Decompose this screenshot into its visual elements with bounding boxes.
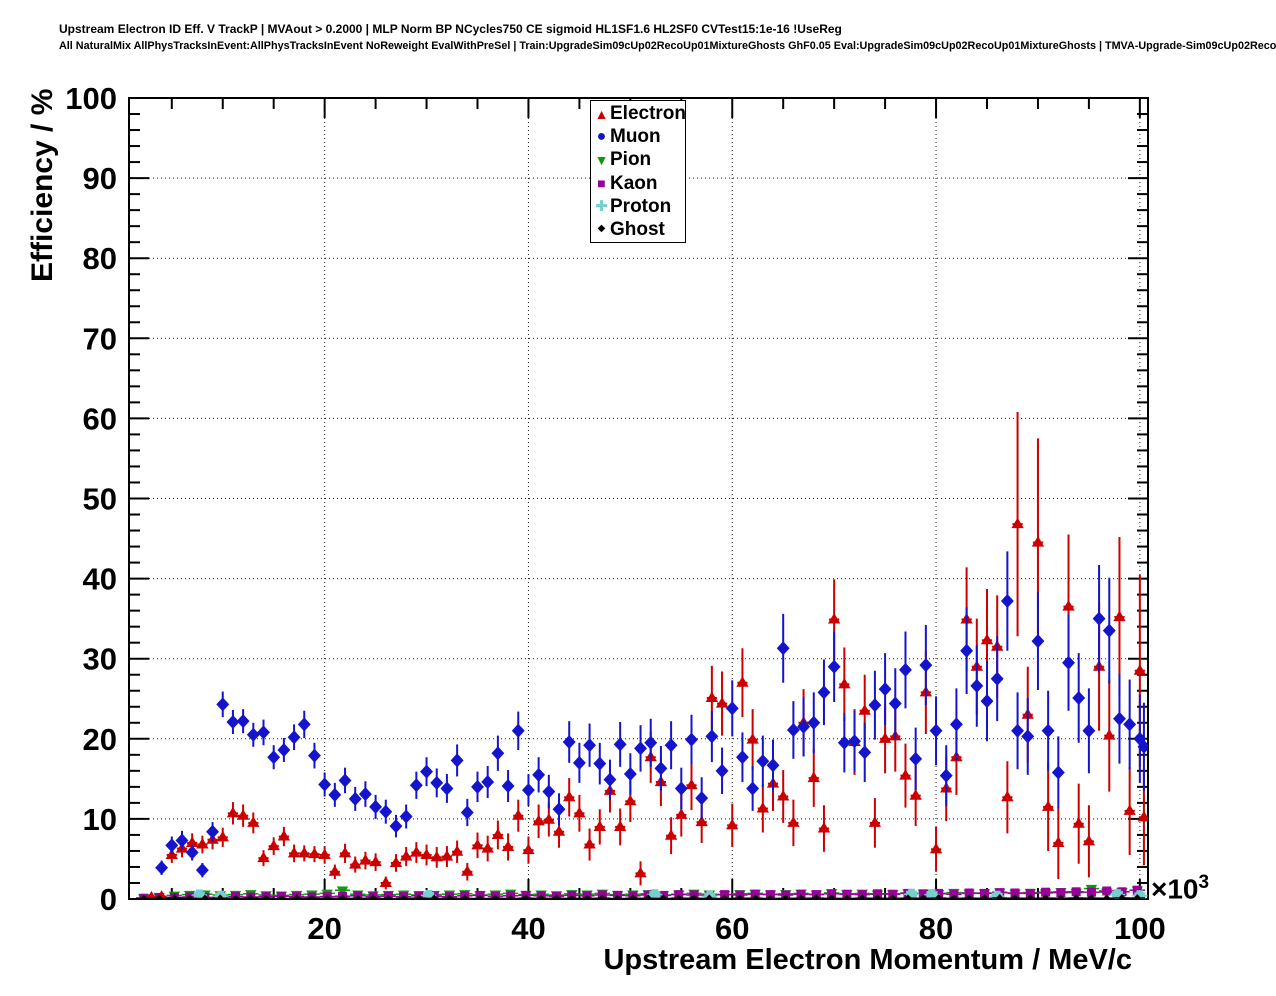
- plot-title-line2: All NaturalMix AllPhysTracksInEvent:AllP…: [59, 40, 1276, 52]
- legend-entry-proton: ✚ Proton: [594, 195, 685, 217]
- legend-entry-muon: ● Muon: [594, 126, 685, 148]
- legend-label: Pion: [610, 149, 652, 171]
- ghost-marker-icon: ◆: [597, 223, 606, 235]
- y-tick-label: 80: [83, 241, 117, 276]
- legend-label: Muon: [610, 126, 661, 148]
- y-tick-label: 40: [83, 562, 117, 597]
- legend-entry-electron: ▲ Electron: [594, 103, 687, 125]
- series-ghost: [136, 893, 1145, 899]
- legend-label: Ghost: [610, 218, 665, 240]
- legend-entry-pion: ▼ Pion: [594, 149, 685, 171]
- x-tick-label: 40: [511, 911, 545, 946]
- y-tick-label: 60: [83, 401, 117, 436]
- pion-marker-icon: ▼: [594, 151, 609, 168]
- y-tick-label: 50: [83, 482, 117, 517]
- legend-label: Proton: [610, 195, 672, 217]
- x-tick-label: 100: [1114, 911, 1166, 946]
- y-tick-label: 30: [83, 642, 117, 677]
- y-tick-label: 90: [83, 161, 117, 196]
- y-axis-title: Efficiency / %: [26, 88, 59, 282]
- legend-entry-ghost: ◆ Ghost: [594, 218, 685, 240]
- legend-box: ▲ Electron ● Muon ▼ Pion ■ Kaon ✚ Proton…: [590, 100, 686, 243]
- x-tick-label: 80: [919, 911, 953, 946]
- x-tick-label: 60: [715, 911, 749, 946]
- x-tick-label: 20: [307, 911, 341, 946]
- x-axis-exponent: ×103: [1151, 872, 1210, 905]
- y-tick-label: 20: [83, 722, 117, 757]
- series-muon: [155, 551, 1148, 878]
- plot-title-line1: Upstream Electron ID Eff. V TrackP | MVA…: [59, 22, 842, 36]
- electron-marker-icon: ▲: [594, 105, 609, 122]
- proton-marker-icon: ✚: [595, 197, 608, 215]
- y-tick-label: 70: [83, 321, 117, 356]
- legend-entry-kaon: ■ Kaon: [594, 172, 685, 194]
- y-tick-label: 10: [83, 802, 117, 837]
- legend-label: Electron: [610, 103, 687, 125]
- legend-label: Kaon: [610, 172, 658, 194]
- y-tick-label: 100: [65, 81, 117, 116]
- y-tick-label: 0: [100, 882, 117, 917]
- kaon-marker-icon: ■: [597, 175, 606, 192]
- muon-marker-icon: ●: [596, 127, 607, 145]
- x-axis-title: Upstream Electron Momentum / MeV/c: [603, 944, 1132, 976]
- series-electron: [146, 411, 1148, 899]
